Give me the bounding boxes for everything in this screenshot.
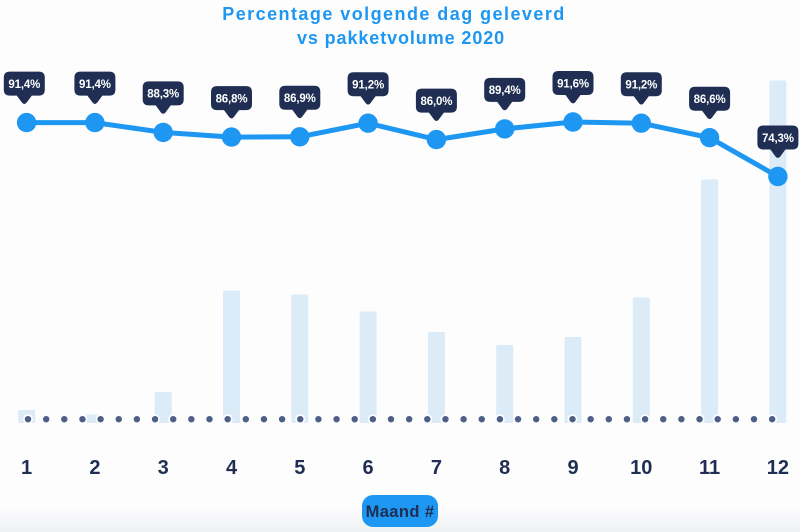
svg-text:91,4%: 91,4% xyxy=(8,79,40,91)
svg-text:89,4%: 89,4% xyxy=(489,85,521,97)
svg-text:86,6%: 86,6% xyxy=(694,94,726,106)
svg-text:86,9%: 86,9% xyxy=(284,93,316,105)
svg-text:2: 2 xyxy=(89,457,100,479)
svg-text:88,3%: 88,3% xyxy=(147,89,179,101)
svg-text:86,8%: 86,8% xyxy=(216,93,248,105)
svg-text:8: 8 xyxy=(499,457,510,479)
svg-text:91,2%: 91,2% xyxy=(625,80,657,92)
svg-text:91,4%: 91,4% xyxy=(79,79,111,91)
svg-text:6: 6 xyxy=(363,457,374,479)
svg-text:9: 9 xyxy=(567,457,578,479)
svg-text:91,2%: 91,2% xyxy=(352,80,384,92)
svg-text:4: 4 xyxy=(226,457,238,479)
svg-text:91,6%: 91,6% xyxy=(557,78,589,90)
svg-text:12: 12 xyxy=(767,457,789,479)
svg-text:5: 5 xyxy=(294,457,305,479)
svg-text:11: 11 xyxy=(699,457,720,479)
svg-text:7: 7 xyxy=(431,457,442,479)
svg-text:1: 1 xyxy=(21,457,32,479)
svg-text:3: 3 xyxy=(158,457,169,479)
svg-text:10: 10 xyxy=(630,457,652,479)
svg-text:74,3%: 74,3% xyxy=(762,133,794,145)
svg-text:86,0%: 86,0% xyxy=(420,96,452,108)
